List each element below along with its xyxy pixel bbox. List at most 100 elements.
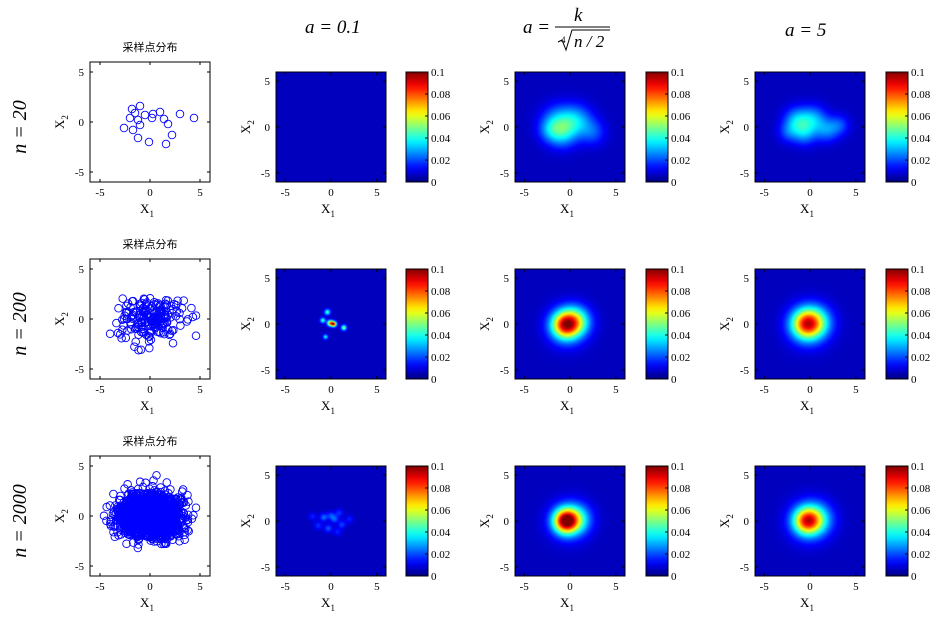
sample-point [106,521,116,531]
colorbar-tick-label: 0.1 [911,461,925,473]
sample-point [127,502,136,512]
sample-point [130,526,139,535]
sample-point [137,298,146,308]
sample-point [140,110,150,120]
x-tick-label: 0 [147,581,153,593]
sample-point [161,299,170,309]
x-axis-label: X1 [321,201,335,219]
sample-point [161,490,170,499]
y-tick-label: 5 [504,76,510,88]
sample-point [114,304,123,313]
sample-point [173,493,183,502]
x-tick-label: 0 [567,187,573,199]
sample-point [152,502,161,511]
colorbar: 0.1 0.08 0.06 0.04 0.02 0 [405,67,451,189]
x-axis-label: X1 [140,595,154,613]
sample-point [158,321,168,330]
colorbar-gradient [645,465,669,577]
row-label: n = 2000 [9,484,31,558]
colorbar-tick-label: 0 [911,571,917,583]
y-tick-label: 0 [265,319,271,331]
sample-point [167,130,177,140]
sample-point [175,537,184,546]
row-n-2000: n = 2000 采样点分布 -5 -5 0 0 5 5 X1 X2 -5 -5 0 0 5 5 X1 X2 0.1… [9,434,931,613]
x-axis-label: X1 [560,595,574,613]
sample-point [126,320,135,329]
colorbar-gradient [885,71,909,183]
x-axis-label: X1 [321,595,335,613]
sample-point [114,506,123,516]
y-tick-label: -5 [75,561,85,573]
sample-point [141,502,150,512]
sample-point [127,324,136,334]
colorbar-tick-label: 0.04 [431,527,451,539]
y-tick-label: 5 [744,470,750,482]
sample-point [175,520,184,530]
column-title-a-0.1: a = 0.1 [305,17,361,38]
x-tick-label: 0 [807,187,813,199]
density-heatmap [515,72,625,182]
y-tick-label: 5 [744,273,750,285]
y-axis-label: X2 [477,514,495,528]
sample-point [191,331,201,340]
sample-point [179,522,188,531]
sample-point [187,303,196,313]
sample-point [141,513,150,522]
scatter-panel: 采样点分布 -5 -5 0 0 5 5 X1 X2 [52,40,211,219]
sample-point [145,343,154,353]
sample-point [166,301,175,310]
colorbar-tick-label: 0.08 [671,89,691,101]
sample-point [153,312,163,321]
sample-point [118,325,127,334]
y-tick-label: 5 [504,470,510,482]
colorbar-tick-label: 0.04 [911,527,931,539]
sample-point [120,484,129,493]
sample-point [171,312,181,321]
colorbar-tick-label: 0.02 [911,155,930,167]
sample-point [135,477,145,487]
density-heatmap [276,72,386,182]
sample-point [155,107,165,117]
column-title-a-5: a = 5 [785,20,826,41]
colorbar-gradient [405,465,429,577]
density-heatmap [276,269,386,379]
density-heatmap [755,269,865,379]
sample-point [160,486,170,495]
colorbar-tick-label: 0.1 [671,67,685,79]
y-axis-label: X2 [477,120,495,134]
y-tick-label: -5 [261,562,271,574]
x-tick-label: -5 [520,581,530,593]
x-axis-label: X1 [560,201,574,219]
x-tick-label: 0 [328,581,334,593]
x-axis-label: X1 [321,398,335,416]
colorbar-tick-label: 0.06 [431,308,451,320]
sample-point [139,518,148,527]
x-tick-label: 5 [613,384,619,396]
sample-point [171,507,180,516]
x-tick-label: -5 [95,581,105,593]
sample-point [138,327,148,337]
colorbar-tick-label: 0 [911,177,917,189]
x-tick-label: 5 [374,581,380,593]
sample-point [142,500,152,509]
density-heatmap [515,269,625,379]
colorbar-tick-label: 0.04 [671,133,691,145]
sample-point [118,505,128,515]
y-tick-label: 5 [79,67,85,79]
formula-radical-sign [557,29,610,52]
sample-point [142,489,152,498]
colorbar-tick-label: 0.06 [431,111,451,123]
colorbar-tick-label: 0.1 [431,264,445,276]
y-tick-label: 0 [79,117,85,129]
colorbar-tick-label: 0.02 [671,549,690,561]
x-tick-label: -5 [281,581,291,593]
y-tick-label: 5 [265,470,271,482]
colorbar-tick-label: 0.02 [911,352,930,364]
x-tick-label: 0 [147,384,153,396]
colorbar: 0.1 0.08 0.06 0.04 0.02 0 [645,67,691,189]
x-tick-label: 5 [853,187,859,199]
density-panel-3: -5 -5 0 0 5 5 X1 X2 0.1 0.08 0.06 0.04 0.02 0 [717,461,931,613]
colorbar-gradient [405,71,429,183]
colorbar-gradient [405,268,429,380]
